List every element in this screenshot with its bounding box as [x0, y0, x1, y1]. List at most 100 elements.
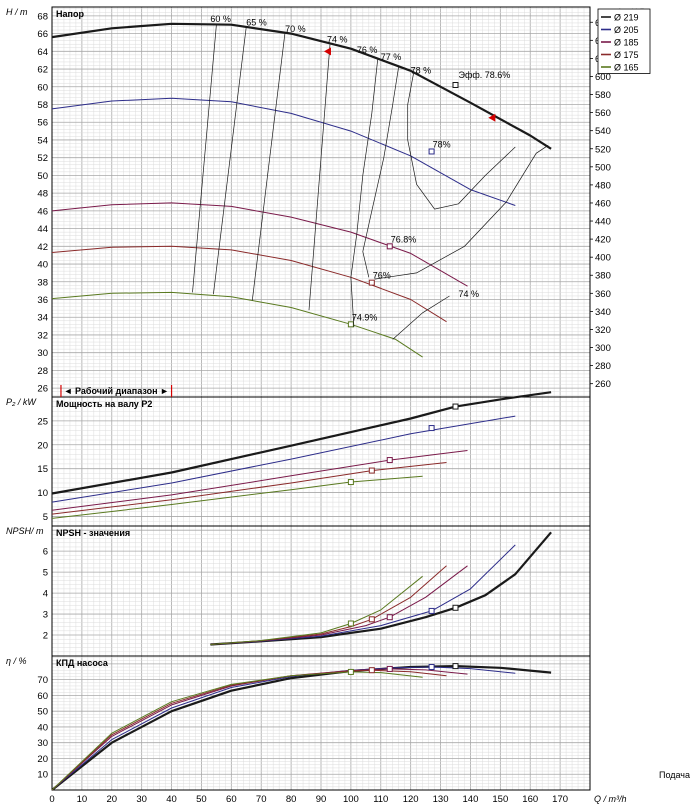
curve-power-d205: [51, 415, 516, 503]
x-axis-corner-label: Подача: [659, 770, 690, 780]
operating-point-head-d175: [368, 279, 375, 286]
panel-frame-efficiency: [51, 655, 591, 791]
panel-title-head: Напор: [56, 9, 84, 19]
x-tick-label: 100: [343, 794, 359, 805]
y2-tick-label: 340: [595, 307, 611, 318]
x-tick-label: 60: [226, 794, 237, 805]
y-tick-label: 54: [37, 135, 48, 146]
operating-point-label-d175: 76%: [373, 271, 391, 281]
legend-entry-d219: Ø 219: [614, 13, 639, 23]
efficiency-isoline: [407, 72, 516, 210]
efficiency-isoline: [308, 44, 331, 311]
x-tick-label: 20: [106, 794, 117, 805]
y-tick-label: 5: [43, 512, 48, 523]
efficiency-isoline-label: 74 %: [327, 34, 348, 44]
y-tick-label: 42: [37, 242, 48, 253]
curve-head-d165: [51, 291, 423, 358]
efficiency-isoline-label: 60 %: [210, 14, 231, 24]
panel-title-efficiency: КПД насоса: [56, 658, 109, 668]
y2-tick-label: 600: [595, 72, 611, 83]
x-tick-label: 130: [433, 794, 449, 805]
x-tick-label: 40: [166, 794, 177, 805]
y-tick-label: 66: [37, 29, 48, 40]
x-tick-label: 70: [256, 794, 267, 805]
y-tick-label: 44: [37, 224, 48, 235]
operating-point-label-d165: 74.9%: [352, 312, 378, 322]
y2-tick-label: 300: [595, 343, 611, 354]
efficiency-isoline-label: 70 %: [285, 24, 306, 34]
curve-head-d219: [51, 22, 552, 150]
y-tick-label: 50: [37, 171, 48, 182]
operating-point-efficiency-d219: [452, 663, 459, 670]
x-tick-label: 0: [49, 794, 54, 805]
y2-tick-label: 320: [595, 325, 611, 336]
operating-point-efficiency-d175: [368, 667, 375, 674]
efficiency-isoline: [392, 295, 450, 340]
y2-tick-label: 280: [595, 361, 611, 372]
y2-tick-label: 480: [595, 180, 611, 191]
y-tick-label: 50: [37, 707, 48, 718]
y-tick-label: 40: [37, 260, 48, 271]
y2-tick-label: 360: [595, 289, 611, 300]
efficiency-isoline-label: 65 %: [246, 18, 267, 28]
y-tick-label: 10: [37, 488, 48, 499]
x-tick-label: 140: [463, 794, 479, 805]
x-tick-label: 30: [136, 794, 147, 805]
efficiency-isoline-label: 77 %: [381, 52, 402, 62]
legend-entry-d165: Ø 165: [614, 63, 639, 73]
operating-point-power-d219: [452, 403, 459, 410]
y2-tick-label: 580: [595, 90, 611, 101]
y2-tick-label: 540: [595, 126, 611, 137]
operating-point-label-d185: 76.8%: [391, 234, 417, 244]
operating-point-head-d185: [386, 243, 393, 250]
y-tick-label: 5: [43, 568, 48, 579]
curve-power-d185: [51, 450, 468, 511]
x-tick-label: 160: [522, 794, 538, 805]
y-tick-label: 3: [43, 610, 48, 621]
panel-title-npsh: NPSH - значения: [56, 528, 130, 538]
y-tick-label: 25: [37, 416, 48, 427]
x-tick-label: 120: [403, 794, 419, 805]
x-tick-label: 150: [492, 794, 508, 805]
operating-point-power-d205: [428, 425, 435, 432]
curve-power-d175: [51, 462, 447, 515]
y-tick-label: 32: [37, 330, 48, 341]
y-tick-label: 62: [37, 65, 48, 76]
efficiency-isoline-label: 74 %: [458, 289, 479, 299]
y-tick-label: 56: [37, 118, 48, 129]
y-tick-label: 60: [37, 691, 48, 702]
curve-power-d165: [51, 475, 423, 519]
y-tick-label: 4: [43, 589, 48, 600]
y-tick-label: 34: [37, 313, 48, 324]
y-tick-label: 10: [37, 770, 48, 781]
limit-marker-icon: [488, 113, 496, 122]
operating-point-head-d205: [428, 148, 435, 155]
efficiency-isoline: [362, 66, 400, 278]
y-tick-label: 46: [37, 206, 48, 217]
y2-tick-label: 560: [595, 108, 611, 119]
legend-entry-d185: Ø 185: [614, 38, 639, 48]
y-tick-label: 48: [37, 189, 48, 200]
operating-point-npsh-d205: [428, 607, 435, 614]
y2-tick-label: 440: [595, 217, 611, 228]
series-layer: [51, 22, 552, 791]
x-tick-label: 170: [552, 794, 568, 805]
y-tick-label: 26: [37, 384, 48, 395]
text-layer: 2628303234363840424446485052545658606264…: [6, 7, 690, 805]
y-tick-label: 68: [37, 11, 48, 22]
y-tick-label: 38: [37, 277, 48, 288]
efficiency-isoline: [350, 58, 379, 328]
y-axis-label-efficiency: η / %: [6, 656, 27, 666]
y-tick-label: 64: [37, 47, 48, 58]
curve-efficiency-d165: [51, 671, 423, 791]
curve-efficiency-d219: [51, 665, 552, 791]
operating-point-power-d185: [386, 457, 393, 464]
working-range-label: ◄ Рабочий диапазон ►: [64, 386, 169, 396]
y-axis-label-head: H / m: [6, 7, 28, 17]
y2-tick-label: 380: [595, 271, 611, 282]
y2-tick-label: 420: [595, 235, 611, 246]
operating-point-efficiency-d165: [347, 668, 354, 675]
operating-point-efficiency-d185: [386, 665, 393, 672]
panel-title-power: Мощность на валу P2: [56, 399, 152, 409]
